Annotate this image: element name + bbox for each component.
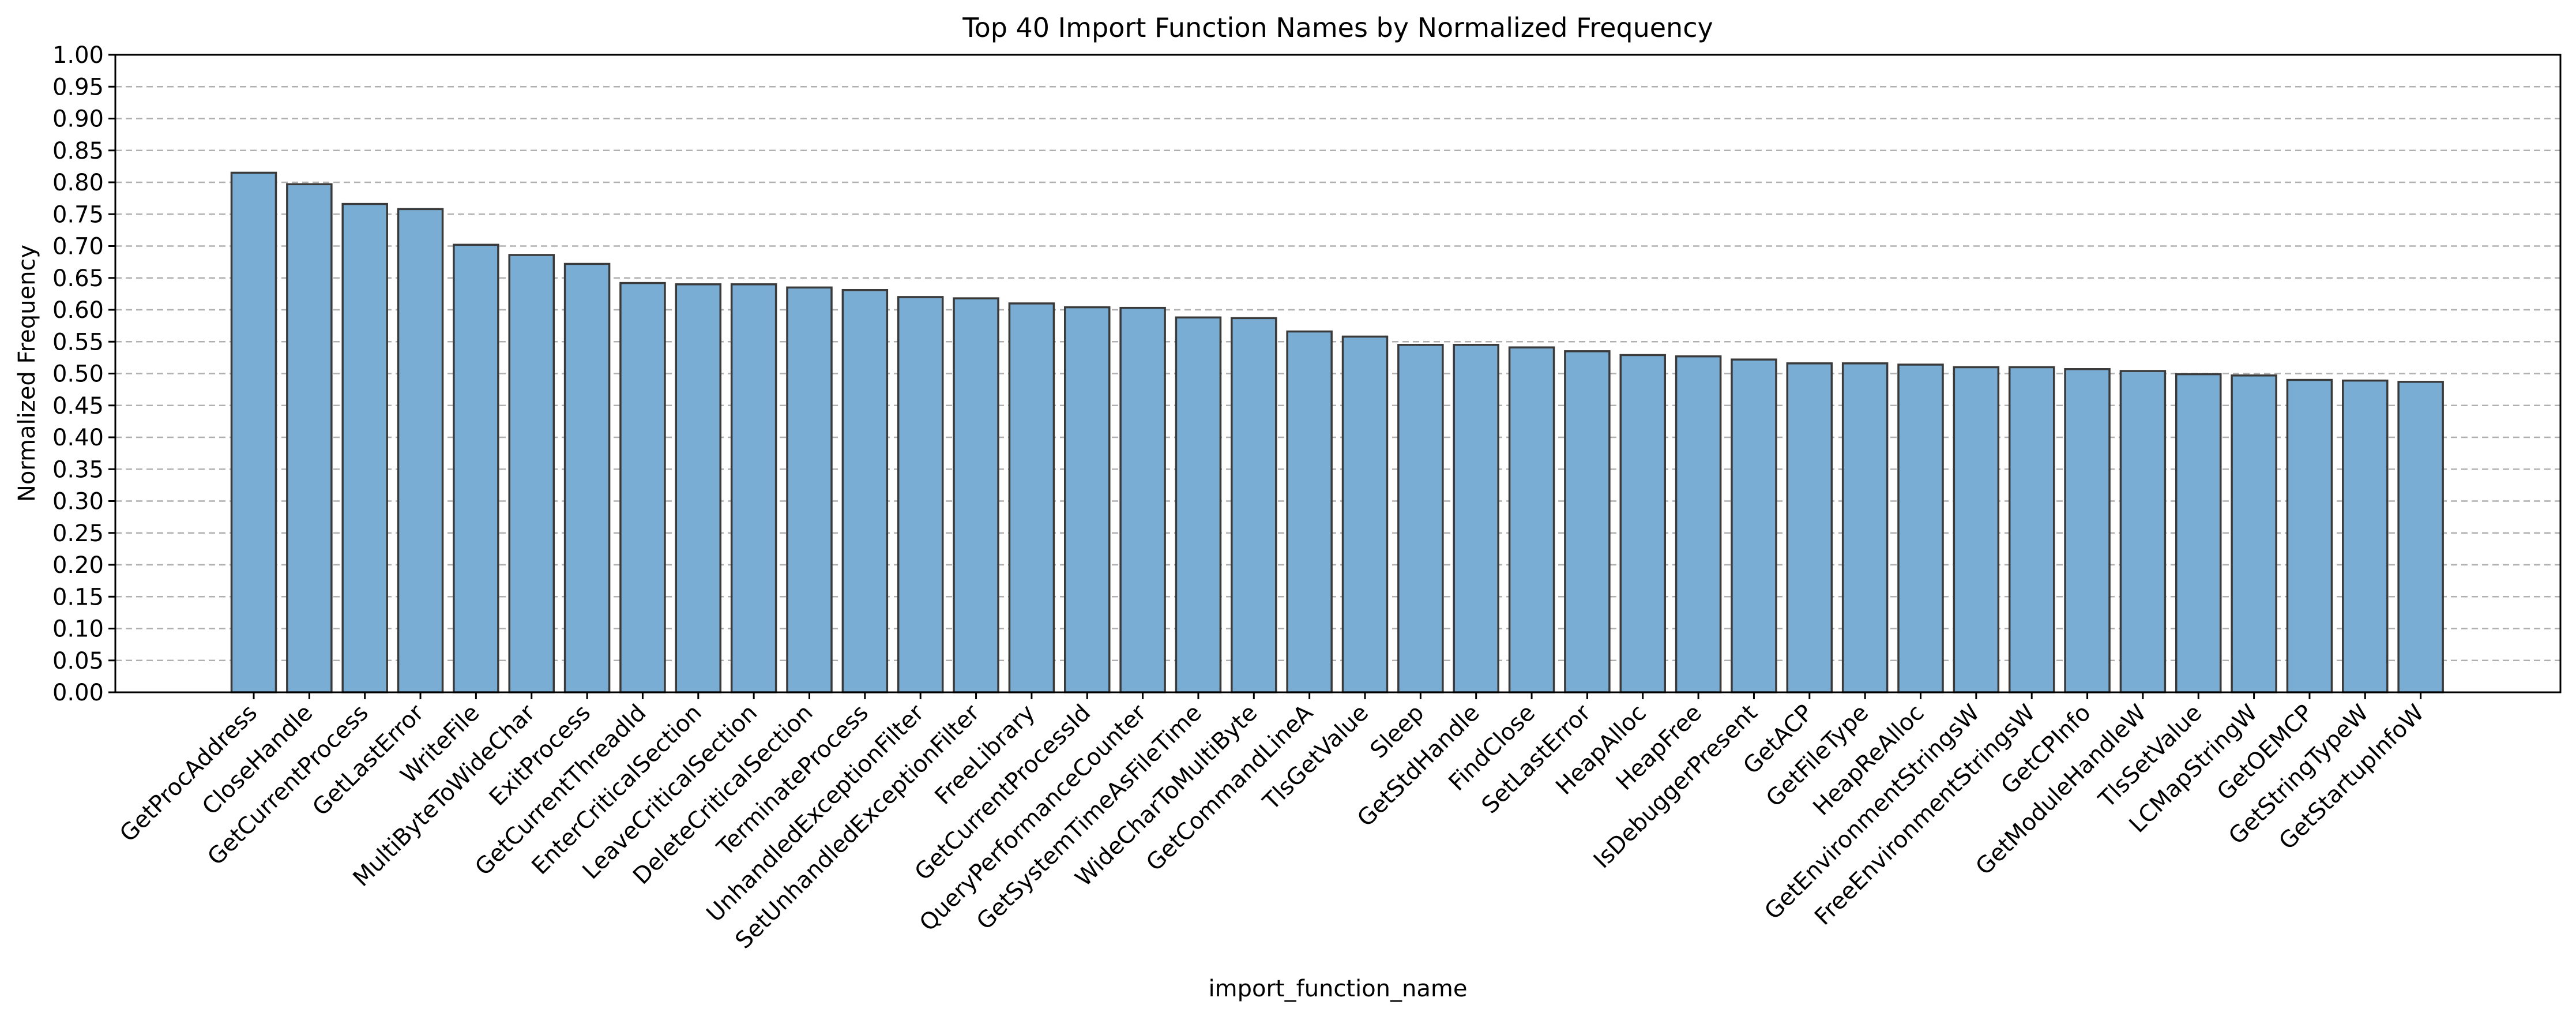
bar-FreeLibrary — [1008, 302, 1055, 693]
bar-GetStringTypeW — [2342, 379, 2389, 693]
y-tick-label: 0.70 — [52, 234, 104, 260]
y-axis-label: Normalized Frequency — [14, 245, 40, 502]
y-tick-label: 1.00 — [52, 42, 104, 69]
y-tick-label: 0.20 — [52, 552, 104, 579]
bar-TerminateProcess — [841, 288, 889, 693]
bar-TlsGetValue — [1341, 335, 1389, 693]
y-tick-label: 0.90 — [52, 106, 104, 133]
bar-SetUnhandledExceptionFilter — [953, 297, 999, 693]
y-tick-label: 0.40 — [52, 425, 104, 451]
bar-GetFileType — [1841, 362, 1889, 693]
bar-QueryPerformanceCounter — [1119, 306, 1166, 693]
bar-EnterCriticalSection — [675, 283, 722, 693]
y-axis-ticks: 0.00 0.05 0.10 0.15 0.20 0.25 0.30 0.35 0.40 0.45… — [52, 42, 115, 706]
y-tick-label: 0.25 — [52, 520, 104, 547]
bar-WideCharToMultiByte — [1231, 317, 1277, 693]
bar-HeapAlloc — [1619, 354, 1666, 693]
y-tick-label: 0.10 — [52, 616, 104, 643]
bar-GetSystemTimeAsFileTime — [1175, 316, 1222, 693]
bar-GetStartupInfoW — [2397, 381, 2444, 693]
bar-FindClose — [1508, 346, 1555, 693]
y-tick-label: 0.30 — [52, 489, 104, 515]
bar-WriteFile — [453, 243, 499, 693]
bar-Sleep — [1397, 344, 1444, 693]
bar-GetCurrentProcess — [341, 202, 388, 693]
bar-HeapReAlloc — [1897, 363, 1944, 693]
bar-IsDebuggerPresent — [1731, 358, 1777, 693]
bar-UnhandledExceptionFilter — [897, 296, 944, 693]
y-tick-label: 0.00 — [52, 680, 104, 706]
x-axis-label: import_function_name — [1209, 976, 1468, 1002]
bar-FreeEnvironmentStringsW — [2008, 366, 2055, 693]
y-tick-label: 0.85 — [52, 138, 104, 164]
bar-GetModuleHandleW — [2119, 370, 2167, 693]
y-tick-label: 0.15 — [52, 584, 104, 610]
bar-GetEnvironmentStringsW — [1953, 366, 2000, 693]
y-tick-label: 0.55 — [52, 329, 104, 355]
y-tick-label: 0.45 — [52, 393, 104, 419]
y-tick-label: 0.95 — [52, 74, 104, 100]
bar-GetLastError — [397, 208, 444, 693]
bar-GetProcAddress — [230, 171, 277, 693]
x-axis-ticks: GetProcAddressCloseHandleGetCurrentProce… — [115, 692, 2430, 954]
y-tick-label: 0.75 — [52, 201, 104, 228]
bar-GetCommandLineA — [1286, 330, 1333, 693]
chart-title: Top 40 Import Function Names by Normaliz… — [962, 12, 1713, 43]
bar-ExitProcess — [563, 262, 611, 693]
bar-TlsSetValue — [2175, 373, 2222, 693]
bar-GetCPInfo — [2064, 368, 2111, 693]
bars — [230, 171, 2444, 693]
y-tick-label: 0.65 — [52, 265, 104, 292]
bar-LCMapStringW — [2231, 374, 2277, 693]
bar-LeaveCriticalSection — [730, 283, 777, 693]
bar-CloseHandle — [286, 183, 333, 693]
bar-GetCurrentThreadId — [619, 282, 666, 693]
bar-GetACP — [1786, 362, 1833, 693]
y-tick-label: 0.05 — [52, 648, 104, 674]
y-tick-label: 0.35 — [52, 456, 104, 483]
y-tick-label: 0.50 — [52, 361, 104, 388]
bar-GetOEMCP — [2286, 378, 2333, 693]
bar-SetLastError — [1564, 350, 1611, 693]
bar-MultiByteToWideChar — [508, 254, 555, 693]
y-tick-label: 0.60 — [52, 297, 104, 324]
y-tick-label: 0.80 — [52, 170, 104, 196]
bar-GetStdHandle — [1453, 344, 1499, 693]
bar-HeapFree — [1675, 355, 1722, 693]
bar-DeleteCriticalSection — [786, 286, 833, 693]
bar-GetCurrentProcessId — [1064, 306, 1111, 693]
